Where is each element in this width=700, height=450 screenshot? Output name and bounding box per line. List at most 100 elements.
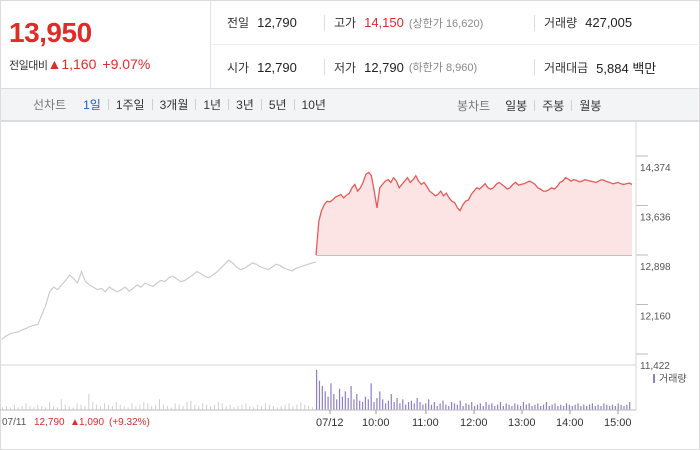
volume-bar-prev	[213, 404, 215, 410]
stat-value: 14,150	[364, 15, 404, 30]
volume-bar	[405, 404, 407, 410]
intraday-chart[interactable]: 14,374 13,636 12,898 12,160 11,422 거래량 07/12…	[0, 121, 700, 450]
x-axis: 07/12 10:00 11:00 12:00 13:00 14:00 15:00	[316, 410, 632, 429]
volume-bar	[626, 404, 628, 410]
volume-bar-prev	[123, 406, 125, 410]
volume-bar-prev	[241, 404, 243, 410]
volume-bar	[519, 406, 522, 410]
volume-bar	[330, 383, 332, 410]
volume-bar-prev	[147, 403, 149, 410]
volume-bar-prev	[296, 404, 298, 410]
stat-label: 저가	[334, 60, 357, 75]
tab-1d[interactable]: 1일	[83, 98, 101, 112]
volume-bar	[600, 406, 602, 410]
volume-bar-prev	[100, 406, 102, 410]
stat-amount: 거래대금 5,884 백만	[534, 45, 700, 89]
tab-3y[interactable]: 3년	[236, 98, 254, 112]
volume-bar	[422, 404, 424, 410]
volume-bar	[364, 396, 367, 410]
volume-bar-prev	[182, 406, 184, 410]
tab-monthly[interactable]: 월봉	[579, 99, 602, 113]
volume-bar-prev	[49, 402, 51, 410]
stat-prev-close: 전일 12,790	[211, 1, 324, 45]
volume-bar-prev	[155, 404, 157, 410]
volume-bar	[471, 402, 473, 410]
volume-bar	[580, 406, 582, 410]
tab-divider	[571, 100, 573, 111]
volume-bar-prev	[210, 406, 212, 410]
tab-3m[interactable]: 3개월	[159, 98, 189, 112]
volume-bar-prev	[272, 406, 274, 410]
volume-bar-prev	[17, 407, 19, 410]
volume-bar	[565, 403, 568, 410]
price-grid	[635, 121, 648, 410]
volume-bar-prev	[198, 406, 200, 410]
volume-bar-prev	[68, 406, 70, 410]
chart-canvas: 14,374 13,636 12,898 12,160 11,422 거래량 07/12…	[0, 121, 700, 450]
x-tick-label: 07/12	[316, 417, 344, 429]
volume-bar-prev	[41, 406, 43, 410]
prev-day-line	[1, 259, 317, 340]
tab-divider	[151, 99, 153, 110]
volume-bar	[554, 403, 556, 410]
volume-bar-prev	[92, 402, 94, 410]
volume-bar-prev	[284, 404, 286, 410]
volume-bar	[373, 402, 375, 410]
volume-bar	[522, 402, 525, 410]
volume-bar	[545, 402, 548, 410]
stat-label: 거래량	[544, 16, 578, 30]
volume-bar-prev	[9, 407, 11, 410]
volume-bar-prev	[56, 407, 58, 410]
volume-bar-prev	[64, 404, 66, 410]
volume-bar	[623, 406, 625, 410]
volume-bar-prev	[312, 407, 314, 410]
volume-bar	[474, 406, 476, 410]
volume-bar-prev	[127, 407, 129, 410]
stat-label: 시가	[227, 60, 250, 75]
volume-bar	[416, 398, 418, 410]
volume-bar-prev	[107, 404, 109, 410]
tab-1y[interactable]: 1년	[203, 98, 222, 112]
x-tick-label: 14:00	[556, 417, 584, 429]
volume-bar	[396, 398, 398, 410]
today-area-fill	[316, 172, 632, 255]
volume-bar	[586, 406, 588, 410]
volume-bar	[333, 394, 335, 410]
volume-bar	[390, 394, 392, 410]
tab-divider	[260, 99, 262, 110]
volume-bar	[353, 399, 355, 410]
y-tick-label: 14,374	[640, 163, 671, 174]
tab-5y[interactable]: 5년	[268, 98, 287, 112]
volume-bar-prev	[135, 406, 137, 410]
stat-label: 전일	[227, 16, 250, 30]
chart-border	[0, 121, 700, 450]
tab-1w[interactable]: 1주일	[115, 98, 145, 112]
volume-bar	[597, 404, 599, 410]
tab-10y[interactable]: 10년	[301, 98, 326, 112]
volume-bar	[456, 404, 458, 410]
prev-day-date: 07/11	[2, 417, 27, 428]
volume-bar	[407, 402, 410, 410]
volume-bar	[531, 406, 533, 410]
volume-bar	[347, 398, 349, 410]
stat-value: 427,005	[585, 15, 633, 30]
divider	[534, 15, 535, 31]
volume-bar	[505, 403, 507, 410]
volume-bar	[609, 406, 611, 410]
stat-low: 저가 12,790 (하한가 8,960)	[324, 45, 534, 89]
volume-bar	[482, 406, 484, 410]
volume-bar	[525, 404, 527, 410]
volume-bar	[594, 406, 596, 410]
tab-weekly[interactable]: 주봉	[542, 99, 565, 113]
volume-bar-prev	[268, 404, 270, 410]
current-price: 13,950	[9, 17, 92, 48]
volume-bar	[413, 403, 415, 410]
tab-daily[interactable]: 일봉	[505, 99, 528, 113]
volume-bar-prev	[72, 407, 74, 410]
volume-bar	[465, 403, 467, 410]
volume-bar	[485, 402, 487, 410]
volume-bar	[341, 396, 344, 410]
volume-bar-prev	[190, 400, 192, 410]
volume-bar	[548, 406, 550, 410]
x-tick-label: 15:00	[604, 417, 632, 429]
